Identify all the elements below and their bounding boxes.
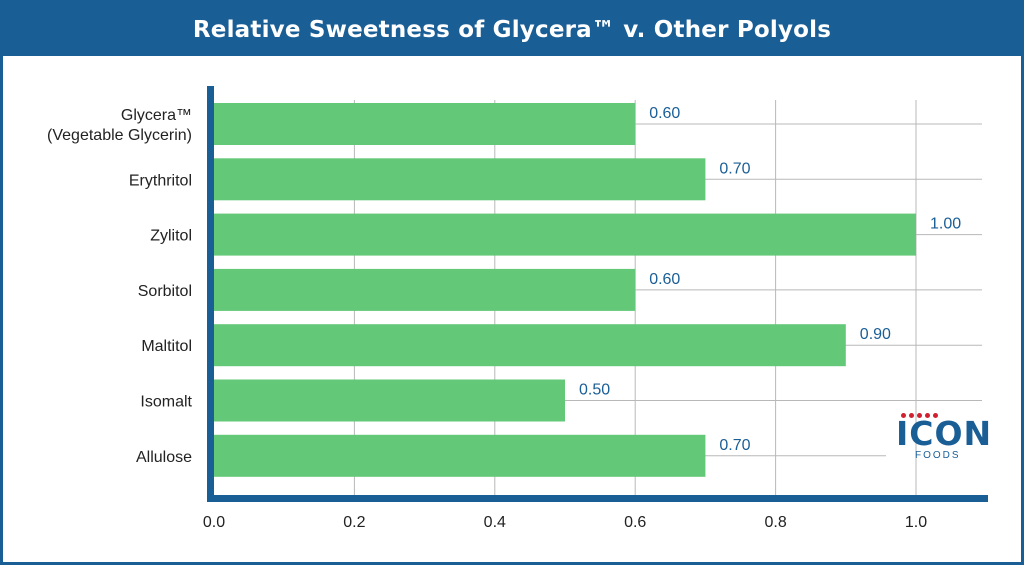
value-label: 0.60 [649,271,680,288]
value-label: 0.90 [860,326,891,343]
x-tick-label: 0.0 [203,514,225,531]
x-tick-label: 0.8 [764,514,786,531]
category-label: Maltitol [141,338,192,355]
icon-foods-logo: ICON FOODS [889,410,993,466]
category-label: Sorbitol [138,283,192,300]
title-bar: Relative Sweetness of Glycera™ v. Other … [3,3,1021,56]
logo-wordmark: ICON [896,414,993,453]
bar [214,379,565,422]
value-label: 1.00 [930,216,961,233]
x-tick-label: 0.4 [484,514,506,531]
chart-title: Relative Sweetness of Glycera™ v. Other … [192,16,832,43]
value-label: 0.50 [579,382,610,399]
category-label: Allulose [136,449,192,466]
value-label: 0.60 [649,105,680,122]
x-tick-label: 1.0 [905,514,927,531]
bar [214,213,916,256]
category-label: Isomalt [140,394,192,411]
bar [214,268,636,311]
category-label: Zylitol [150,228,192,245]
y-axis [207,86,214,502]
bar [214,103,636,145]
bar [214,324,846,367]
x-axis [207,495,988,502]
value-label: 0.70 [719,437,750,454]
logo-subtitle: FOODS [915,450,961,461]
logo-dots-icon [901,413,938,418]
category-label: Glycera™ (Vegetable Glycerin) [47,107,192,144]
value-label: 0.70 [719,160,750,177]
x-tick-label: 0.2 [343,514,365,531]
bar [214,434,706,477]
category-label: Erythritol [129,172,192,189]
bar [214,158,706,201]
x-tick-label: 0.6 [624,514,646,531]
